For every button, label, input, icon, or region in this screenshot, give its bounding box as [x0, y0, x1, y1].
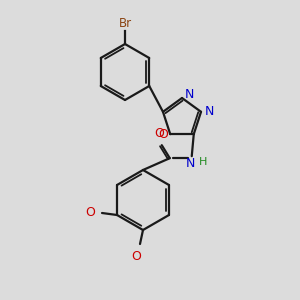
Text: H: H: [199, 157, 207, 167]
Text: O: O: [85, 206, 95, 220]
Text: N: N: [186, 157, 195, 170]
Text: O: O: [131, 250, 141, 263]
Text: N: N: [184, 88, 194, 101]
Text: O: O: [154, 127, 164, 140]
Text: N: N: [204, 105, 214, 118]
Text: Br: Br: [118, 17, 132, 30]
Text: O: O: [158, 128, 168, 141]
